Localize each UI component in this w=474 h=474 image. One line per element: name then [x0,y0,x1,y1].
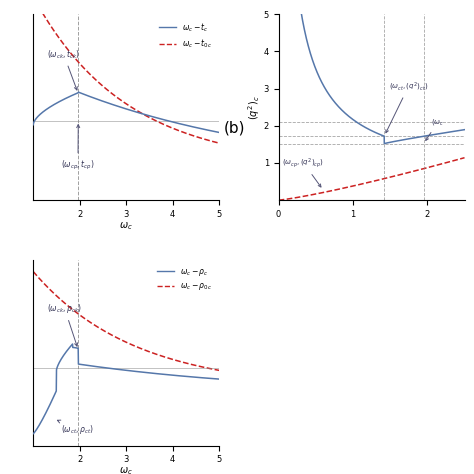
Text: $(\omega_{ct}, \rho_{ct})$: $(\omega_{ct}, \rho_{ct})$ [57,420,94,436]
Text: $(\omega_{ck}, \rho_{ck})$: $(\omega_{ck}, \rho_{ck})$ [47,302,82,346]
Y-axis label: $(q^2)_c$: $(q^2)_c$ [246,95,262,119]
Text: $(\omega_{ct},(q^2)_{ct})$: $(\omega_{ct},(q^2)_{ct})$ [386,80,428,133]
Legend: $\omega_c - t_c$, $\omega_c - t_{0c}$: $\omega_c - t_c$, $\omega_c - t_{0c}$ [156,18,215,53]
X-axis label: $\omega_c$: $\omega_c$ [119,220,133,232]
X-axis label: $\omega_c$: $\omega_c$ [119,465,133,474]
Text: (b): (b) [224,120,246,136]
Text: $(\omega_c$: $(\omega_c$ [426,118,444,140]
Text: $(\omega_{cp}, t_{cp})$: $(\omega_{cp}, t_{cp})$ [61,125,95,172]
Legend: $\omega_c - \rho_c$, $\omega_c - \rho_{0c}$: $\omega_c - \rho_c$, $\omega_c - \rho_{0… [154,264,215,295]
Text: $(\omega_{ck}, t_{ck})$: $(\omega_{ck}, t_{ck})$ [47,48,80,90]
Text: $(\omega_{cp},(q^2)_{cp})$: $(\omega_{cp},(q^2)_{cp})$ [283,156,324,187]
